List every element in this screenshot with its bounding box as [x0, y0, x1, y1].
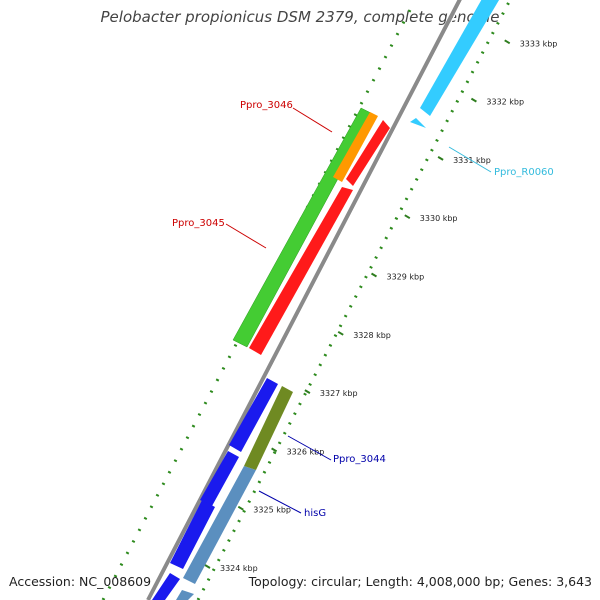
leader-hisg — [258, 490, 302, 514]
tick-mark — [470, 97, 477, 103]
leader-ppro-r0060 — [448, 146, 492, 173]
tick-mark — [437, 156, 444, 161]
tick-label: 3326 kbp — [287, 447, 325, 456]
gene-cyan[interactable] — [420, 0, 505, 116]
label-ppro-3045[interactable]: Ppro_3045 — [172, 218, 225, 229]
genome-backbone — [146, 0, 462, 600]
tick-label: 3333 kbp — [520, 39, 558, 48]
tick-mark — [337, 330, 344, 336]
gene-steel-lower[interactable] — [176, 590, 194, 600]
gene-ppro-3045-reverse[interactable] — [249, 187, 353, 355]
accession-text: Accession: NC_008609 — [9, 574, 152, 589]
genome-title: Pelobacter propionicus DSM 2379, complet… — [100, 8, 500, 26]
label-ppro-3046[interactable]: Ppro_3046 — [240, 100, 293, 111]
label-hisg[interactable]: hisG — [304, 508, 326, 519]
label-ppro-r0060[interactable]: Ppro_R0060 — [494, 167, 554, 178]
tick-label: 3328 kbp — [353, 331, 391, 340]
gene-blue-2[interactable] — [200, 451, 239, 506]
genome-summary-text: Topology: circular; Length: 4,008,000 bp… — [248, 574, 592, 589]
tick-mark — [370, 272, 378, 278]
gene-blue-4[interactable] — [152, 573, 180, 600]
gene-blue-1[interactable] — [229, 378, 278, 452]
tick-marks: 3324 kbp 3325 kbp 3326 kbp 3327 kbp 3328 kbp… — [204, 39, 558, 573]
tick-mark — [404, 214, 411, 220]
tick-label: 3324 kbp — [220, 564, 258, 573]
label-ppro-3044[interactable]: Ppro_3044 — [333, 454, 386, 465]
tick-mark — [304, 389, 311, 394]
tick-label: 3325 kbp — [253, 506, 291, 515]
tick-label: 3332 kbp — [486, 98, 524, 107]
gene-orange[interactable] — [333, 112, 378, 182]
gene-steel-hisg[interactable] — [183, 466, 256, 584]
leader-ppro-3045 — [225, 223, 267, 249]
tick-mark — [504, 39, 511, 45]
leader-ppro-3046 — [292, 107, 333, 133]
gene-blue-3[interactable] — [170, 500, 215, 569]
gene-ppro-3046-reverse[interactable] — [346, 120, 390, 186]
inner-dotted-ring — [196, 0, 512, 600]
tick-label: 3330 kbp — [420, 214, 458, 223]
leader-ppro-3044 — [287, 435, 332, 461]
gene-olive[interactable] — [244, 386, 293, 470]
gene-cyan-small[interactable] — [410, 118, 426, 128]
tick-label: 3327 kbp — [320, 389, 358, 398]
tick-mark — [237, 505, 244, 511]
tick-mark — [204, 564, 211, 569]
tick-mark — [271, 447, 278, 453]
tick-label: 3329 kbp — [387, 273, 425, 282]
